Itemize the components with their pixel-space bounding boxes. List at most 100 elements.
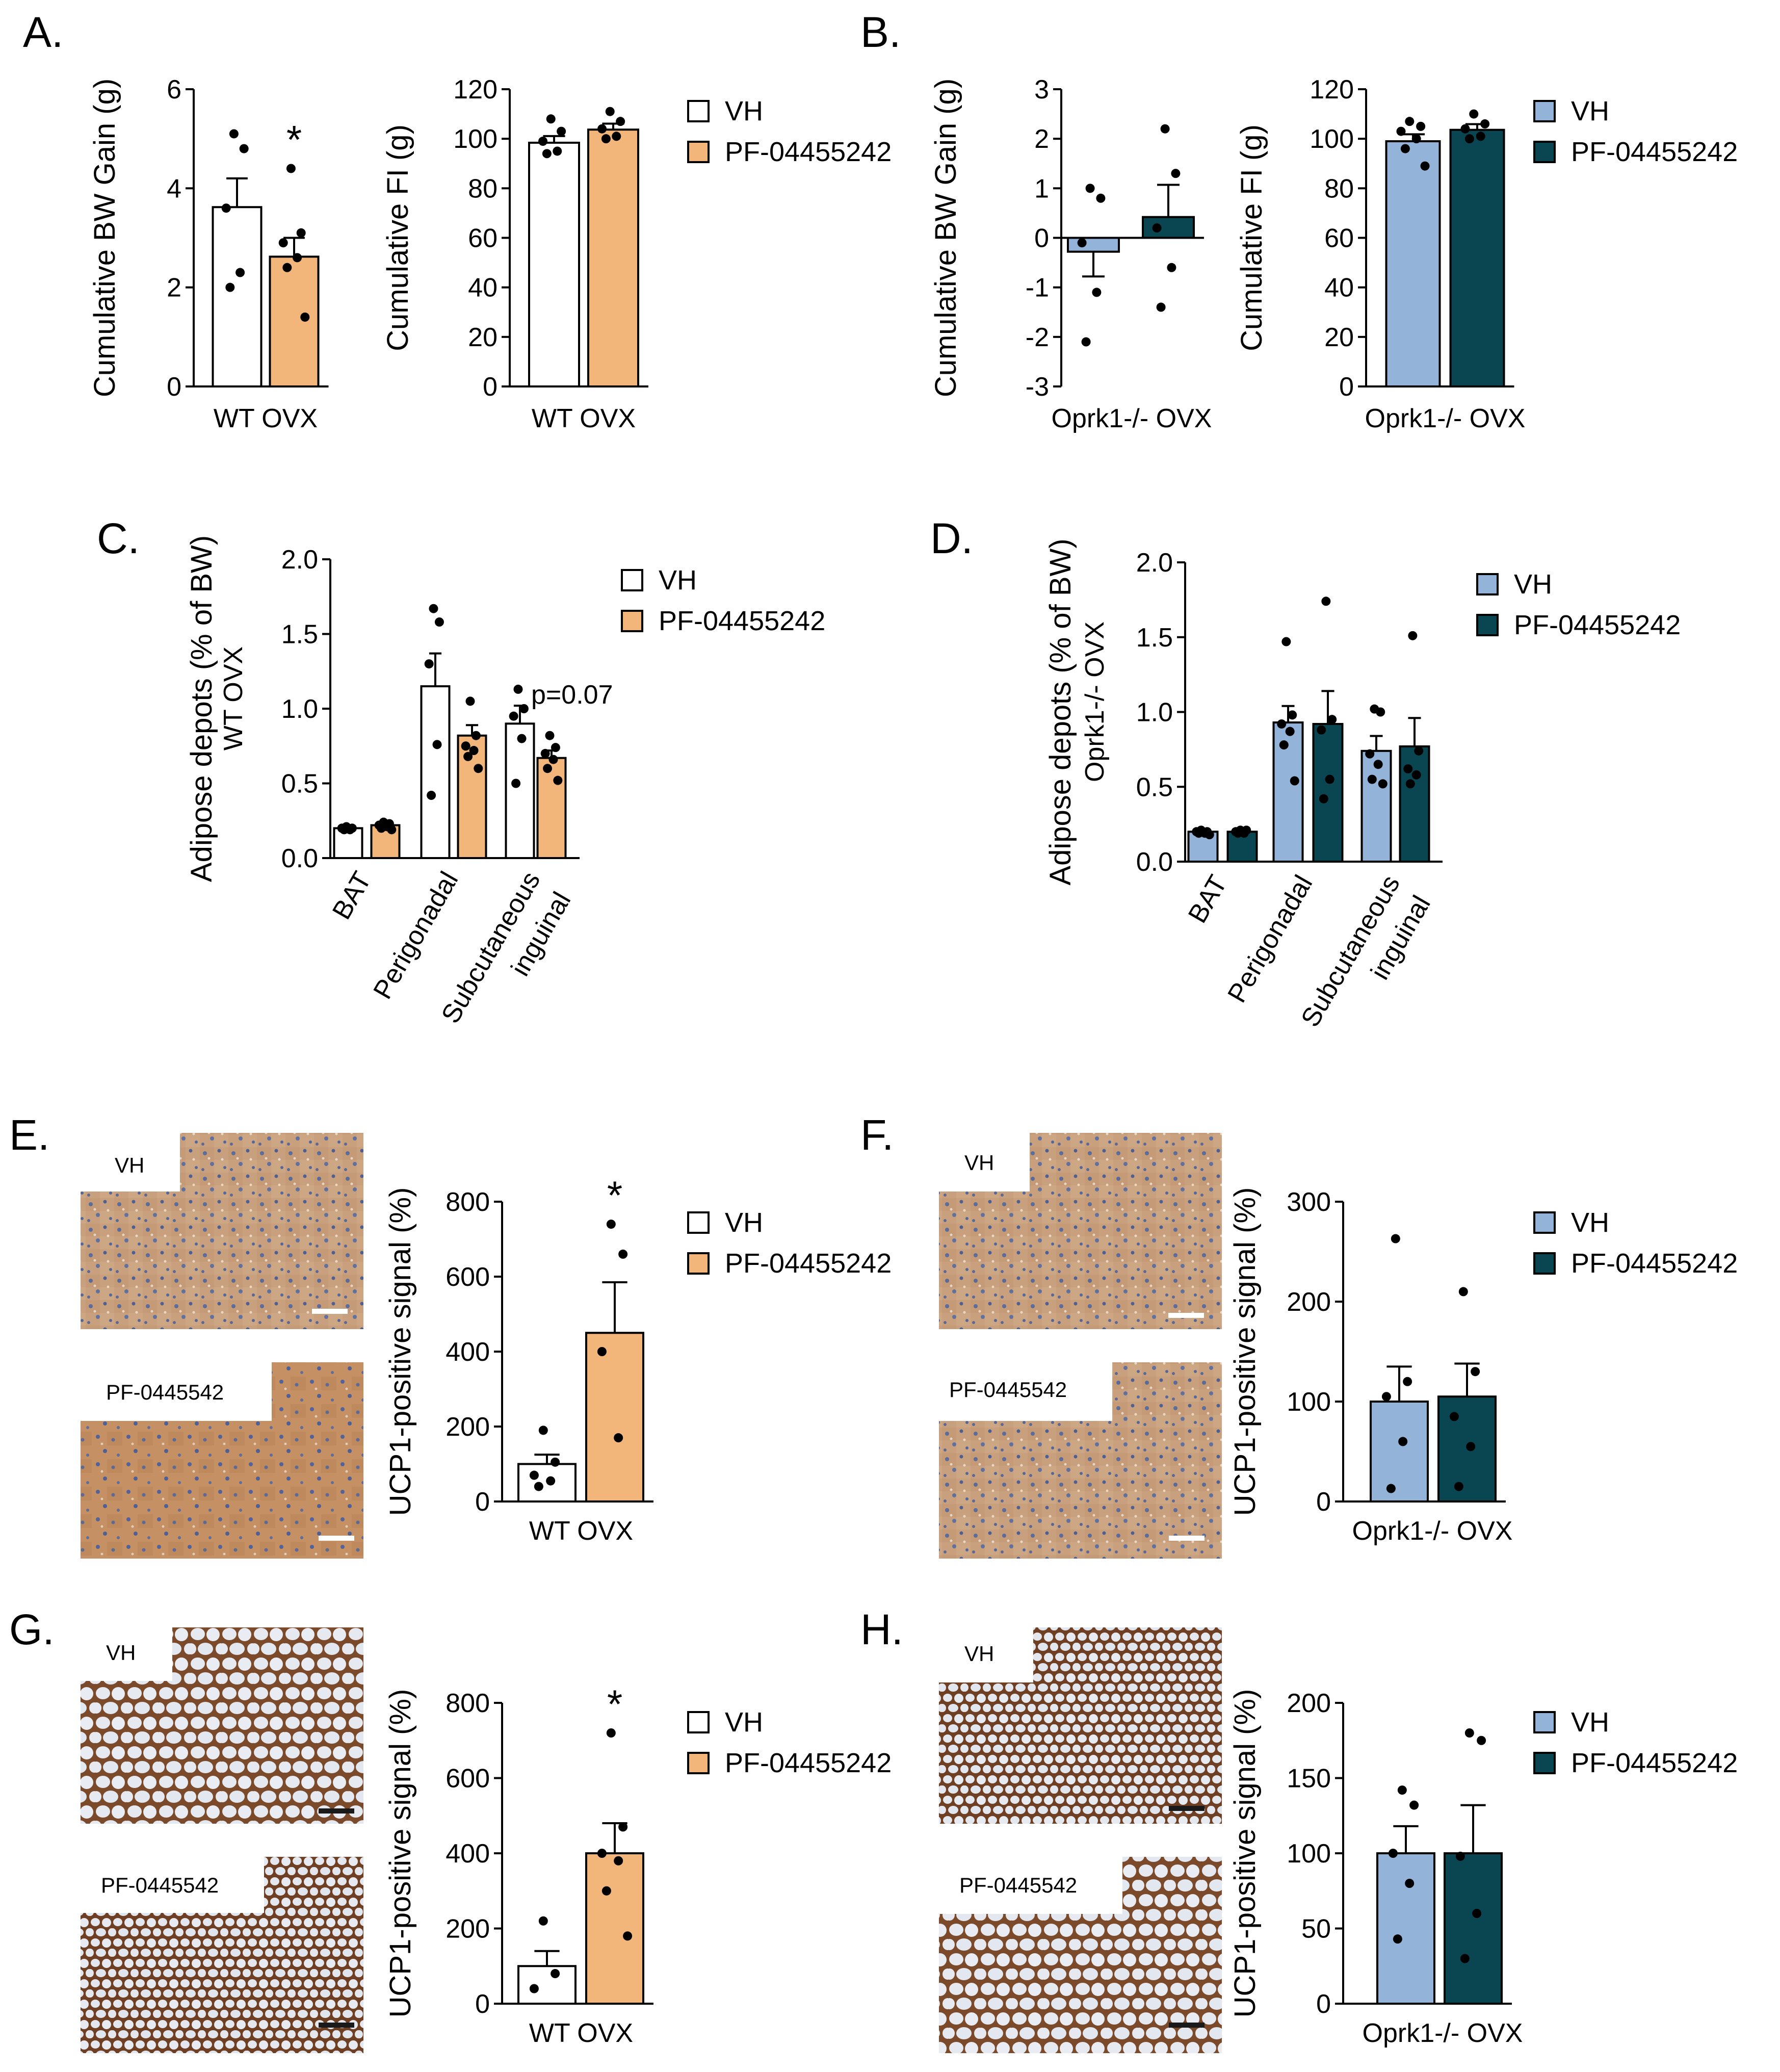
data-point: [1472, 1909, 1482, 1918]
chart-a2: 0 20 40 60 80 100 120 Cumulative FI (g) WT OVX VH…: [381, 75, 892, 433]
data-point: [616, 117, 625, 126]
legend-swatch: [1533, 1252, 1556, 1275]
y-tick-label: 100: [453, 124, 498, 154]
y-tick-label: 150: [1287, 1764, 1331, 1794]
data-point: [606, 1728, 616, 1738]
y-tick-label: 100: [1310, 124, 1354, 154]
legend-swatch: [1533, 100, 1556, 122]
bar: [517, 1965, 577, 2005]
data-point: [1408, 631, 1418, 640]
data-point: [601, 1886, 611, 1896]
data-point: [529, 1984, 539, 1993]
data-point: [1420, 161, 1430, 171]
data-point: [551, 1969, 560, 1978]
bar: [1449, 128, 1505, 387]
data-point: [1405, 779, 1415, 789]
y-tick-label: 0: [1316, 1989, 1331, 2019]
data-point: [1378, 779, 1388, 789]
y-axis-title: UCP1-positive signal (%): [1228, 1187, 1262, 1516]
data-point: [387, 825, 397, 835]
y-tick-label: 1.0: [1136, 698, 1173, 728]
scale-bar: [319, 1536, 354, 1541]
y-tick-label: 100: [1287, 1387, 1331, 1417]
data-point: [1403, 764, 1413, 774]
data-point: [424, 659, 434, 669]
legend-swatch: [1533, 1752, 1556, 1774]
y-tick-label: 4: [167, 174, 181, 203]
data-point: [517, 734, 527, 743]
data-point: [429, 604, 438, 613]
data-point: [1092, 288, 1102, 297]
y-axis-subtitle: Oprk1-/- OVX: [1080, 621, 1110, 782]
y-tick-label: 80: [468, 174, 498, 203]
data-point: [339, 825, 349, 835]
bar: [1142, 216, 1195, 239]
y-tick-label: 80: [1324, 174, 1354, 203]
data-point: [1403, 1377, 1412, 1386]
x-group-label: WT OVX: [532, 404, 636, 433]
legend-swatch: [1533, 141, 1556, 163]
y-tick-label: 1.5: [281, 620, 318, 650]
y-axis-title: Adipose depots (% of BW): [1044, 538, 1077, 885]
legend-swatch: [687, 1211, 710, 1234]
data-point: [471, 731, 481, 740]
data-point: [286, 164, 296, 173]
y-tick-label: -2: [1026, 323, 1049, 352]
y-tick-label: 60: [1324, 224, 1354, 253]
y-tick-label: 0: [475, 1487, 490, 1517]
micrograph-label: PF-0445542: [959, 1873, 1077, 1897]
panel-letter: C.: [97, 514, 140, 562]
y-tick-label: -1: [1026, 273, 1049, 303]
data-point: [1391, 1234, 1400, 1244]
y-tick-label: 0: [475, 1989, 490, 2019]
data-point: [538, 1426, 548, 1435]
data-point: [1393, 1934, 1402, 1944]
panel-letter: B.: [860, 8, 901, 56]
data-point: [1466, 1442, 1476, 1452]
data-point: [1288, 710, 1297, 720]
data-point: [1397, 1785, 1407, 1795]
y-tick-label: 2.0: [1136, 548, 1173, 578]
data-point: [509, 711, 518, 721]
micrograph-label: VH: [964, 1642, 994, 1666]
x-group-label: Oprk1-/- OVX: [1363, 2018, 1523, 2048]
data-point: [546, 114, 556, 124]
data-point: [1458, 1287, 1468, 1297]
bar: [1399, 745, 1430, 863]
y-tick-label: 300: [1287, 1187, 1331, 1217]
data-point: [519, 704, 529, 713]
y-tick-label: 0.0: [1136, 847, 1173, 877]
data-point: [1376, 707, 1385, 717]
data-point: [511, 779, 521, 788]
data-point: [1167, 263, 1176, 272]
data-point: [1277, 719, 1287, 729]
y-tick-label: 0.5: [1136, 772, 1173, 802]
data-point: [469, 746, 479, 756]
y-tick-label: 100: [1287, 1839, 1331, 1869]
data-point: [1460, 124, 1470, 134]
data-point: [1388, 1849, 1398, 1858]
micrograph-label: PF-0445542: [106, 1380, 224, 1404]
chart-a1: 0 2 4 6 Cumulative BW Gain (g) WT OVX *: [88, 75, 329, 433]
data-point: [1319, 794, 1328, 804]
data-point: [1454, 1482, 1463, 1491]
data-point: [1205, 830, 1214, 840]
data-point: [463, 752, 473, 761]
data-point: [1449, 1412, 1459, 1421]
data-point: [1327, 715, 1337, 724]
data-point: [293, 253, 302, 263]
y-tick-label: 400: [446, 1839, 490, 1869]
chart-b2: 0 20 40 60 80 100 120 Cumulative FI (g) Oprk1-/-…: [1235, 75, 1738, 433]
significance-mark: *: [286, 117, 302, 162]
y-tick-label: 6: [167, 75, 181, 105]
y-tick-label: 2: [167, 273, 181, 303]
bar: [585, 1852, 644, 2005]
y-tick-label: 1: [1034, 174, 1049, 203]
bar: [528, 141, 580, 387]
legend-swatch: [621, 610, 643, 632]
y-tick-label: 2.0: [281, 545, 318, 575]
legend-label: PF-04455242: [725, 137, 892, 167]
data-point: [612, 132, 621, 141]
y-tick-label: 0: [1034, 224, 1049, 253]
x-group-label: Oprk1-/- OVX: [1365, 404, 1526, 433]
